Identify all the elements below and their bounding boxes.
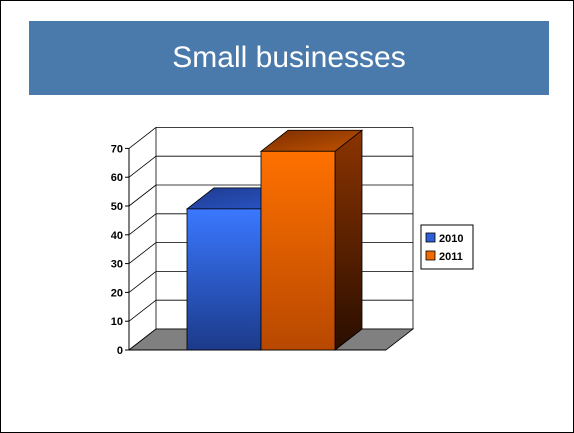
slide-title: Small businesses: [172, 41, 406, 74]
y-tick-label: 10: [111, 316, 123, 328]
y-tick-label: 70: [111, 143, 123, 155]
side-gridline: [128, 155, 157, 178]
side-gridline: [128, 127, 157, 149]
legend-swatch-2010: [425, 232, 436, 243]
bar-front-2011: [260, 150, 336, 351]
legend-label-2011: 2011: [439, 251, 463, 263]
y-tick-label: 60: [111, 172, 123, 184]
side-gridline: [128, 242, 157, 264]
title-bar: Small businesses: [29, 21, 549, 95]
legend-label-2010: 2010: [439, 233, 463, 245]
side-gridline: [128, 299, 157, 322]
y-tick-label: 30: [111, 259, 123, 271]
side-gridline: [128, 271, 157, 293]
y-tick-label: 40: [111, 230, 123, 242]
bar-front-2010: [186, 208, 262, 351]
y-tick-label: 0: [117, 345, 123, 357]
y-tick-label: 50: [111, 201, 123, 213]
legend-box: [420, 224, 474, 270]
y-tick-label: 20: [111, 287, 123, 299]
side-gridline: [128, 184, 157, 207]
side-gridline: [128, 213, 157, 236]
legend-swatch-2011: [425, 250, 436, 261]
bar-side-2011: [334, 129, 363, 351]
bar-2011: [259, 129, 364, 351]
